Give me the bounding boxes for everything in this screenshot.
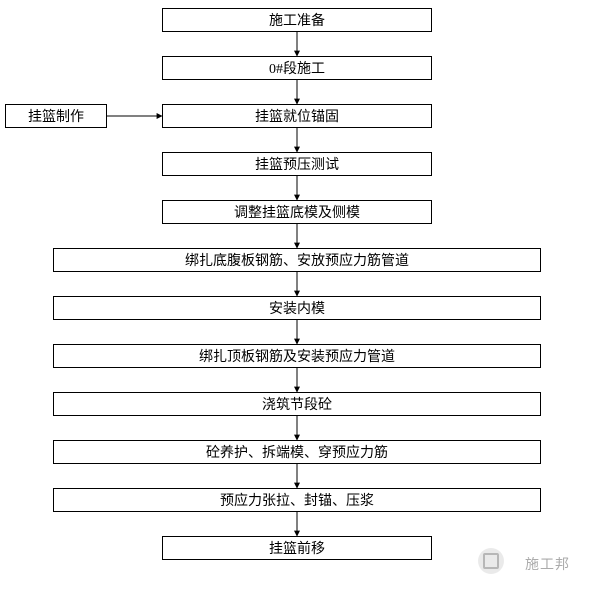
flow-node-make: 挂篮制作 <box>5 104 107 128</box>
flow-node-tension: 预应力张拉、封锚、压浆 <box>53 488 541 512</box>
flow-node-adjust: 调整挂篮底模及侧模 <box>162 200 432 224</box>
flow-node-rebar2: 绑扎顶板钢筋及安装预应力管道 <box>53 344 541 368</box>
flow-node-anchor: 挂篮就位锚固 <box>162 104 432 128</box>
flow-node-rebar1: 绑扎底腹板钢筋、安放预应力筋管道 <box>53 248 541 272</box>
watermark-icon <box>478 548 504 574</box>
watermark-text: 施工邦 <box>525 554 570 574</box>
flow-node-move: 挂篮前移 <box>162 536 432 560</box>
flow-node-pour: 浇筑节段砼 <box>53 392 541 416</box>
flow-node-seg0: 0#段施工 <box>162 56 432 80</box>
flow-node-prep: 施工准备 <box>162 8 432 32</box>
flow-node-inner: 安装内模 <box>53 296 541 320</box>
flow-node-preload: 挂篮预压测试 <box>162 152 432 176</box>
flow-node-cure: 砼养护、拆端模、穿预应力筋 <box>53 440 541 464</box>
